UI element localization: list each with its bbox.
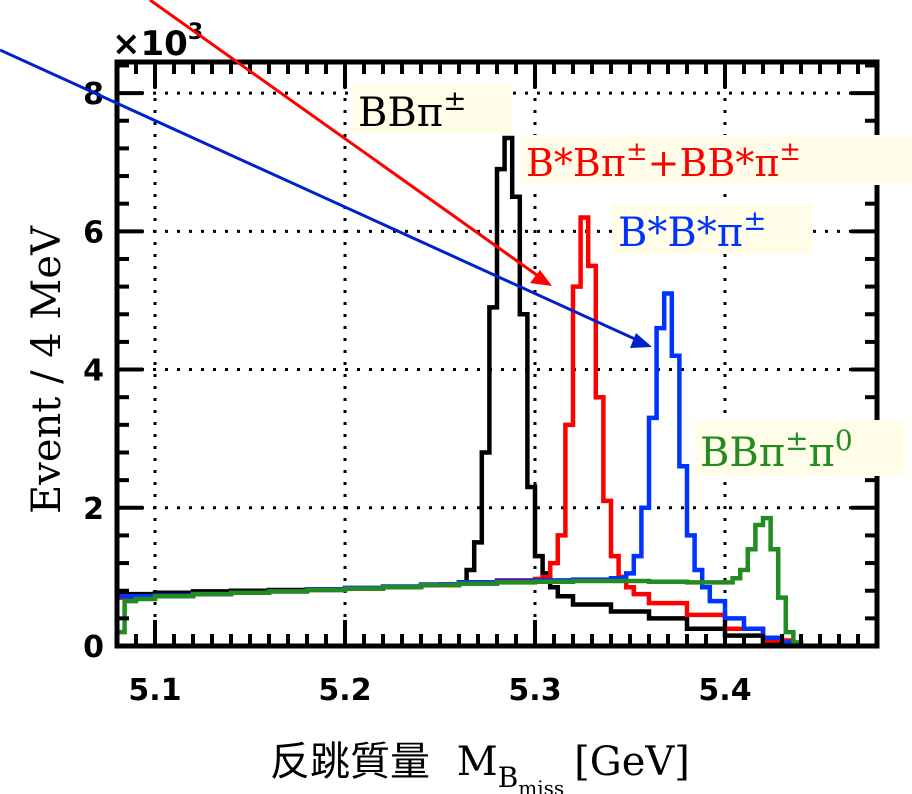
tick-labels: 5.1 5.2 5.3 5.4 0 2 4 6 8	[83, 77, 751, 708]
y-multiplier: ×103	[112, 20, 203, 64]
series-group	[117, 135, 877, 649]
svg-text:B*B*π±: B*B*π±	[618, 204, 767, 256]
svg-text:B*Bπ±+BB*π±: B*Bπ±+BB*π±	[526, 137, 801, 185]
x-tick-label: 5.3	[508, 673, 561, 708]
axis-ticks	[115, 62, 879, 648]
x-tick-label: 5.2	[318, 673, 371, 708]
x-axis-title: 反跳質量 MBmiss[GeV]	[270, 739, 690, 794]
y-axis-title: Event / 4 MeV	[24, 225, 70, 514]
label-bbpi: BBπ±	[352, 84, 512, 136]
label-bbpipi0: BBπ±π0	[695, 420, 905, 476]
x-tick-label: 5.4	[698, 673, 751, 708]
svg-text:BBπ±π0: BBπ±π0	[700, 424, 853, 476]
series-line-3	[117, 515, 877, 649]
annotation-arrow-blue	[0, 48, 652, 348]
y-tick-label: 0	[83, 630, 104, 665]
label-bstarbstarpi: B*B*π±	[612, 204, 812, 256]
y-tick-label: 8	[83, 77, 104, 112]
y-tick-label: 6	[83, 215, 104, 250]
annotation-arrow-red	[149, 0, 552, 286]
y-tick-label: 2	[83, 492, 104, 527]
y-tick-label: 4	[83, 354, 104, 389]
x-tick-label: 5.1	[128, 673, 181, 708]
label-bstarbpi: B*Bπ±+BB*π±	[520, 135, 912, 185]
svg-text:BBπ±: BBπ±	[358, 84, 467, 136]
